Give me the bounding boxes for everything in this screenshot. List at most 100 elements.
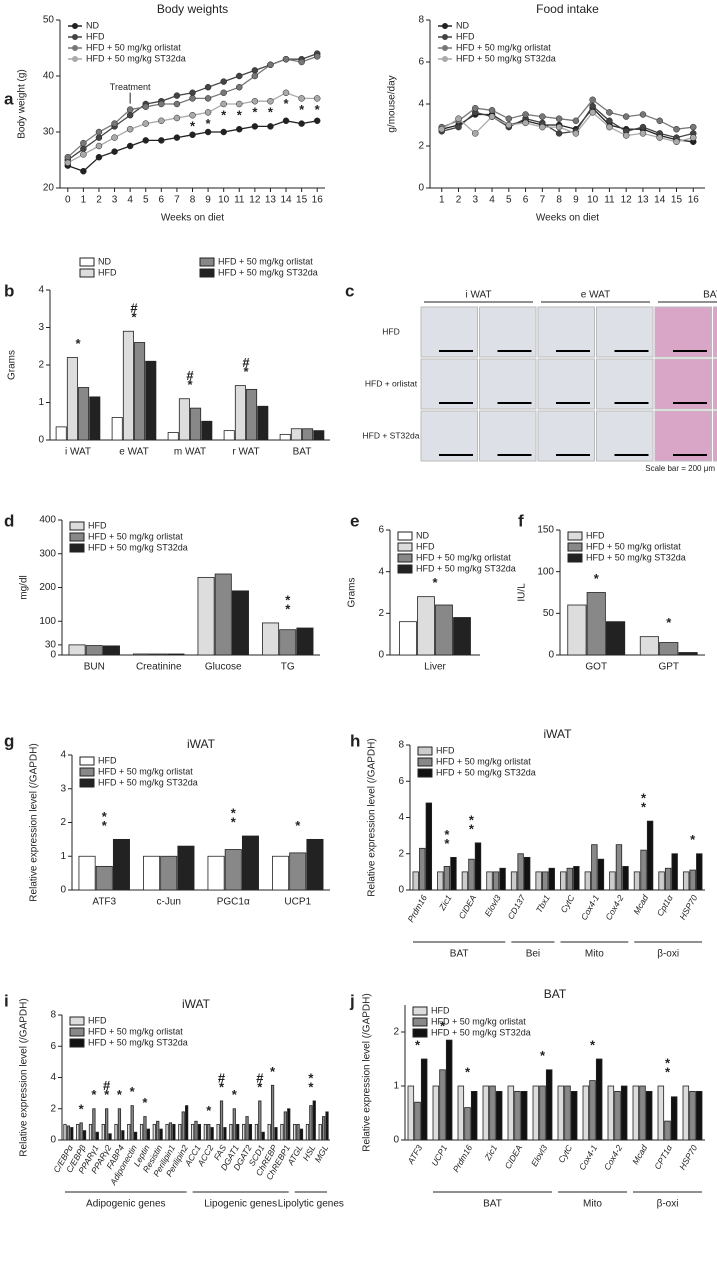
- data-point: [173, 92, 181, 99]
- bar: [177, 845, 195, 891]
- y-axis-label: mg/dl: [19, 575, 30, 599]
- annotation: *: [641, 800, 647, 815]
- data-point: [236, 125, 243, 133]
- annotation: #: [242, 355, 250, 370]
- panel-label: b: [4, 281, 14, 300]
- bar: [597, 858, 605, 891]
- legend-label: HFD + 50 mg/kg orlistat: [456, 42, 551, 52]
- annotation: *: [690, 832, 696, 847]
- annotation: *: [104, 1087, 110, 1102]
- annotation: *: [295, 818, 301, 833]
- bar: [318, 1123, 322, 1141]
- bar: [70, 1127, 74, 1141]
- annotation: *: [285, 601, 291, 616]
- y-tick-label: 4: [38, 285, 44, 296]
- legend-label: HFD + 50 mg/kg orlistat: [86, 42, 181, 52]
- legend-label: ND: [416, 530, 429, 540]
- bar: [172, 1123, 176, 1141]
- bar: [437, 871, 444, 891]
- micrograph: [479, 306, 537, 358]
- chart-title: iWAT: [182, 997, 211, 1011]
- x-axis-label: Weeks on diet: [536, 213, 599, 224]
- bar: [89, 396, 101, 441]
- legend-label: HFD: [86, 31, 105, 41]
- x-tick-label: 6: [523, 195, 529, 206]
- x-tick-label: 1: [439, 195, 445, 206]
- bar: [620, 1085, 628, 1141]
- legend-swatch: [199, 257, 215, 267]
- bar: [614, 1091, 621, 1141]
- legend-label: HFD: [586, 530, 605, 540]
- group-label: BAT: [450, 949, 469, 960]
- bar: [419, 847, 426, 891]
- x-tick-label: CIDEA: [503, 1143, 525, 1171]
- bar: [640, 849, 647, 891]
- x-tick-label: CPT1α: [652, 1142, 675, 1171]
- legend-swatch: [72, 56, 78, 62]
- bar: [417, 596, 435, 656]
- annotation: *: [444, 827, 450, 842]
- data-point: [189, 131, 196, 139]
- bar: [246, 388, 258, 441]
- bar: [564, 1085, 571, 1141]
- data-point: [204, 109, 212, 116]
- bar: [261, 1131, 265, 1141]
- annotation: *: [102, 818, 108, 833]
- y-tick-label: 2: [398, 848, 404, 859]
- bar: [194, 1120, 198, 1141]
- bar: [219, 1100, 224, 1141]
- bar: [495, 1091, 503, 1141]
- x-tick-label: 9: [573, 195, 579, 206]
- annotation: *: [315, 102, 321, 117]
- legend-swatch: [567, 531, 583, 541]
- bar: [457, 1085, 465, 1141]
- annotation: *: [590, 1037, 596, 1052]
- bar: [168, 1122, 173, 1141]
- group-label: Mito: [585, 949, 604, 960]
- bar: [190, 407, 202, 441]
- legend-label: HFD + 50 mg/kg ST32da: [218, 267, 318, 277]
- bar: [306, 838, 324, 891]
- data-point: [313, 117, 321, 125]
- bar: [696, 853, 703, 891]
- data-point: [95, 153, 103, 161]
- legend-swatch: [442, 56, 448, 62]
- legend-label: HFD + 50 mg/kg ST32da: [436, 767, 536, 777]
- y-axis-label: Grams: [7, 350, 18, 380]
- x-tick-label: Cox4-1: [579, 893, 601, 922]
- bar: [461, 871, 469, 891]
- x-tick-label: 12: [621, 195, 633, 206]
- x-tick-label: Cox4-2: [603, 893, 625, 922]
- bar: [143, 1116, 147, 1141]
- y-tick-label: 100: [537, 566, 554, 577]
- bar: [670, 1096, 678, 1141]
- chart-title: iWAT: [187, 737, 216, 751]
- micrograph: [654, 306, 712, 358]
- bar: [262, 622, 280, 656]
- panel-label: e: [350, 511, 359, 530]
- bar: [203, 1123, 207, 1141]
- x-tick-label: 16: [312, 195, 324, 206]
- data-point: [189, 111, 196, 119]
- annotation: *: [252, 105, 258, 120]
- x-tick-label: Zic1: [436, 893, 453, 913]
- legend-swatch: [69, 543, 85, 553]
- chart-title: Body weights: [157, 2, 228, 16]
- annotation: *: [257, 1079, 263, 1094]
- legend-label: HFD + 50 mg/kg orlistat: [586, 541, 681, 551]
- x-tick-label: 11: [604, 195, 615, 206]
- bar: [272, 855, 290, 891]
- y-tick-label: 4: [60, 750, 66, 761]
- x-tick-label: 8: [556, 195, 562, 206]
- bar: [639, 1085, 646, 1141]
- x-tick-label: CytC: [556, 1142, 575, 1164]
- bar: [66, 1125, 70, 1141]
- annotation: *: [142, 1095, 148, 1110]
- data-point: [673, 125, 680, 133]
- panel-label: h: [350, 731, 360, 750]
- y-axis-label: Relative expression level (/GAPDH): [367, 738, 378, 896]
- legend-swatch: [199, 268, 215, 278]
- data-point: [639, 123, 647, 131]
- series-line: [67, 52, 318, 161]
- data-point: [158, 137, 165, 144]
